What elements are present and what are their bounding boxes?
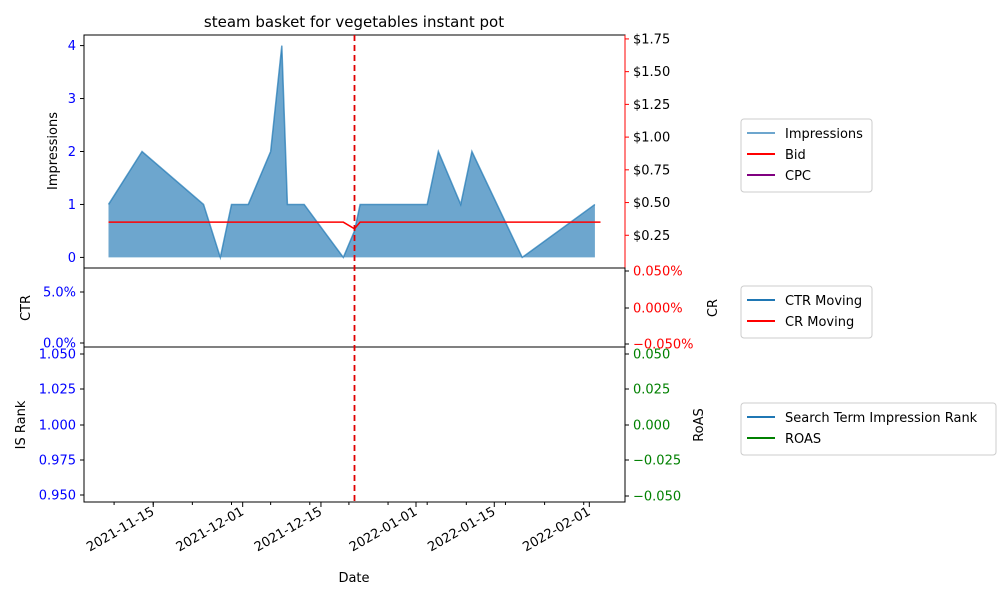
impressions-panel: 0 1 2 3 4 $0.25 $0.50 $0.75 $1.00 $1.25 $1.50 $1.7… [46, 32, 670, 269]
ctr-axis-label: CTR [19, 295, 34, 321]
legend-label: Search Term Impression Rank [785, 411, 978, 426]
impressions-tick-label: 3 [68, 92, 76, 107]
date-tick-label: 2021-11-15 [84, 504, 157, 555]
bid-tick-label: $1.50 [633, 65, 670, 80]
chart-title: steam basket for vegetables instant pot [204, 13, 504, 31]
date-tick-label: 2022-02-01 [520, 504, 593, 555]
legend-impressions: Impressions Bid CPC [740, 118, 873, 193]
impressions-line [107, 45, 596, 261]
date-tick-label: 2021-12-01 [174, 504, 247, 555]
bid-tick-label: $1.75 [633, 32, 670, 47]
date-tick-label: 2022-01-15 [425, 504, 498, 555]
cr-tick-label: 0.000% [633, 302, 683, 317]
is-rank-tick-label: 1.000 [39, 419, 76, 434]
roas-tick-label: 0.025 [633, 383, 670, 398]
is-rank-panel: 0.950 0.975 1.000 1.025 1.050 −0.050 −0.025 0.… [14, 346, 707, 586]
roas-tick-label: −0.050 [633, 490, 681, 505]
ctr-tick-label: 0.0% [43, 337, 76, 352]
impressions-tick-label: 1 [68, 198, 76, 213]
cr-tick-label: −0.050% [633, 338, 693, 353]
roas-tick-label: 0.000 [633, 419, 670, 434]
ctr-tick-label: 5.0% [43, 286, 76, 301]
is-rank-tick-label: 0.950 [39, 489, 76, 504]
roas-tick-label: −0.025 [633, 454, 681, 469]
impressions-tick-label: 2 [68, 145, 76, 160]
legend-label: CR Moving [785, 315, 854, 330]
date-axis-label: Date [338, 571, 369, 586]
bid-tick-label: $1.25 [633, 98, 670, 113]
cr-axis-label: CR [706, 299, 721, 317]
legend-ctr: CTR Moving CR Moving [740, 285, 873, 339]
roas-tick-label: 0.050 [633, 348, 670, 363]
legend-label: Impressions [785, 127, 863, 142]
bid-tick-label: $0.25 [633, 229, 670, 244]
bid-tick-label: $0.50 [633, 196, 670, 211]
legend-box [740, 118, 873, 193]
impressions-area [108, 45, 595, 258]
is-rank-tick-label: 0.975 [39, 454, 76, 469]
impressions-tick-label: 4 [68, 39, 76, 54]
impressions-tick-label: 0 [68, 251, 76, 266]
legend-label: CPC [785, 169, 811, 184]
is-rank-axis-label: IS Rank [14, 400, 29, 449]
legend-box [740, 402, 997, 456]
roas-axis-label: RoAS [692, 408, 707, 442]
bid-tick-label: $0.75 [633, 163, 670, 178]
is-rank-tick-label: 1.025 [39, 383, 76, 398]
legend-label: ROAS [785, 432, 821, 447]
date-tick-label: 2022-01-01 [347, 504, 420, 555]
ctr-panel: 0.0% 5.0% 0.050% 0.000% −0.050% CTR CR [19, 265, 721, 353]
legend-label: CTR Moving [785, 294, 862, 309]
bid-tick-label: $1.00 [633, 131, 670, 146]
is-rank-tick-label: 1.050 [39, 348, 76, 363]
legend-label: Bid [785, 148, 806, 163]
impressions-axis-label: Impressions [46, 112, 61, 190]
cr-tick-label: 0.050% [633, 265, 683, 280]
date-tick-label: 2021-12-15 [252, 504, 325, 555]
legend-is-rank: Search Term Impression Rank ROAS [740, 402, 997, 456]
